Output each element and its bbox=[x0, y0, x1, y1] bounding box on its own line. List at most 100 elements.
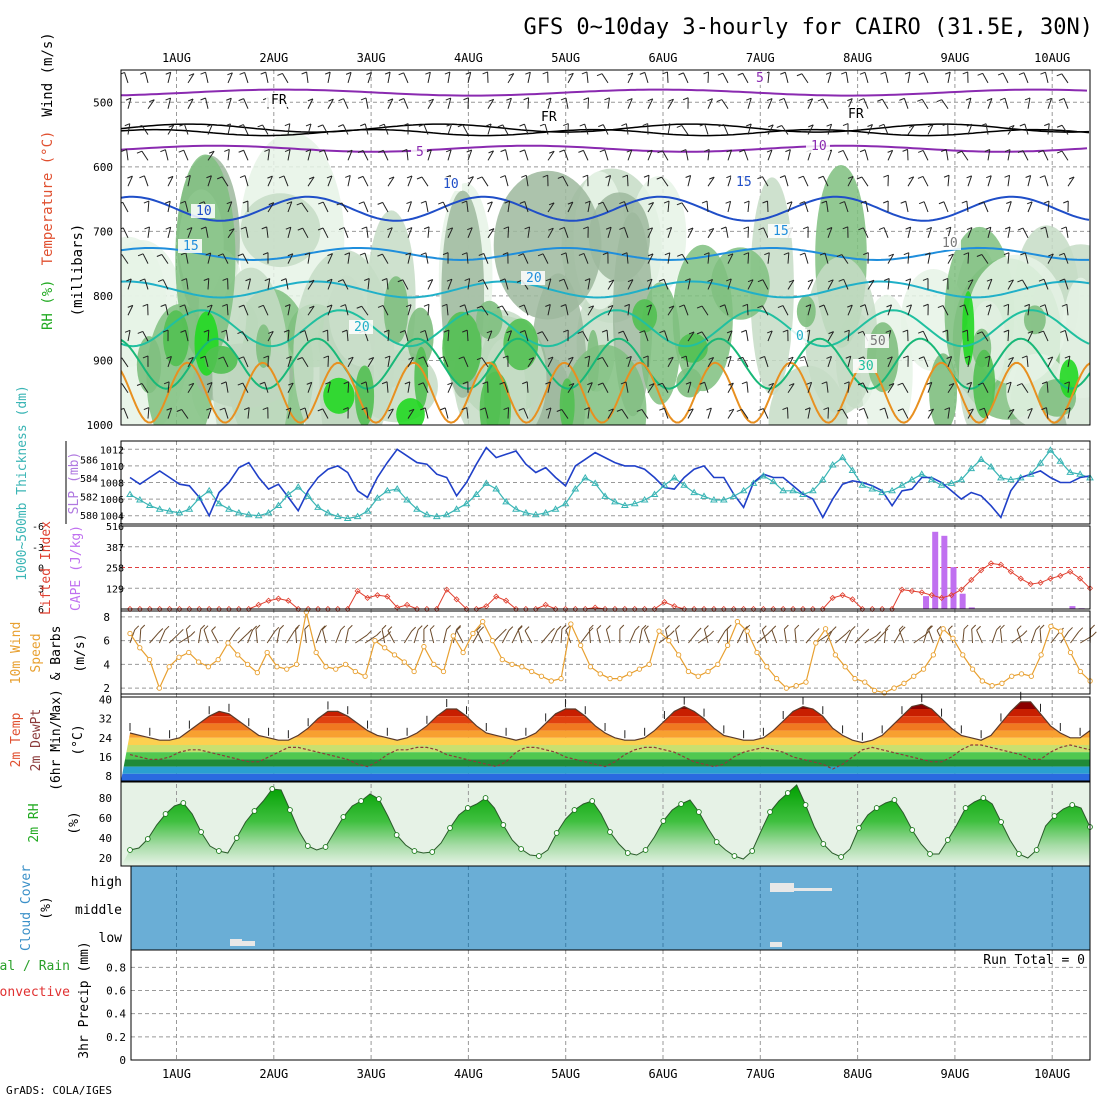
wind-barb-flag bbox=[227, 72, 233, 76]
wind-barb bbox=[547, 150, 555, 161]
wind-speed-marker bbox=[411, 668, 417, 675]
wind-barb bbox=[1016, 629, 1022, 644]
wind-barb-flag bbox=[338, 227, 345, 230]
wind-barb-flag bbox=[883, 174, 889, 178]
wind-barb bbox=[667, 227, 673, 238]
wind-barb bbox=[447, 382, 453, 393]
wind-barb bbox=[524, 630, 533, 644]
wind-barb-flag bbox=[928, 408, 934, 412]
wind-barb-flag bbox=[406, 227, 413, 230]
wind-barb bbox=[627, 149, 633, 161]
wind-barb bbox=[322, 201, 329, 213]
wind-barb bbox=[643, 330, 649, 342]
wind-barb-flag bbox=[1047, 356, 1053, 360]
wind-speed-marker bbox=[734, 619, 741, 625]
rh-shading bbox=[136, 336, 162, 394]
rh-marker bbox=[607, 829, 613, 835]
wind-barb-flag bbox=[783, 624, 789, 630]
wind-barb-flag bbox=[244, 407, 250, 411]
wind-barb bbox=[144, 72, 149, 84]
wind-barb-flag bbox=[260, 71, 266, 75]
bottom-day-label: 9AUG bbox=[940, 1067, 969, 1081]
wind-barb bbox=[307, 279, 315, 290]
wind-barb bbox=[602, 382, 609, 393]
pressure-tick-label: 700 bbox=[93, 225, 113, 238]
lifted-index-marker bbox=[493, 593, 500, 600]
wind-barb bbox=[407, 227, 413, 238]
wind-barb bbox=[327, 381, 331, 393]
wind-barb bbox=[1007, 409, 1015, 419]
wind-barb bbox=[403, 630, 413, 644]
wind-barb bbox=[1039, 629, 1042, 644]
wind-barb-flag bbox=[967, 279, 974, 283]
wind-speed-marker bbox=[460, 649, 466, 656]
wind-barb-flag bbox=[482, 381, 488, 385]
wind-barb-flag bbox=[522, 381, 528, 385]
lifted-index-marker bbox=[978, 567, 985, 574]
wind-barb bbox=[683, 72, 689, 84]
wind-barb-flag bbox=[259, 381, 265, 385]
wind-barb bbox=[1047, 98, 1053, 109]
wind-barb-flag bbox=[545, 304, 551, 307]
wind-barb-flag bbox=[357, 175, 364, 179]
wind-barb-flag bbox=[703, 252, 710, 256]
wind-barb-flag bbox=[565, 625, 571, 631]
wind-barb bbox=[1067, 381, 1070, 393]
wind-barb bbox=[386, 381, 389, 393]
wind-barb bbox=[605, 629, 611, 644]
wind-speed-marker bbox=[235, 652, 241, 658]
wind-barb bbox=[707, 252, 710, 264]
wind-barb bbox=[362, 150, 369, 161]
wind-barb-flag bbox=[917, 175, 924, 179]
wind-barb-flag bbox=[252, 625, 258, 631]
wind-barb bbox=[404, 330, 409, 342]
bottom-day-label: 8AUG bbox=[843, 1067, 872, 1081]
wind-barb bbox=[827, 356, 832, 368]
wind-speed-marker bbox=[215, 656, 221, 663]
wind-barb bbox=[1011, 634, 1024, 644]
wind-barb bbox=[523, 408, 529, 419]
wind-barb-flag bbox=[379, 123, 385, 127]
wind-barb-flag bbox=[839, 201, 845, 205]
wind-barb bbox=[887, 253, 895, 264]
wind-barb-flag bbox=[1058, 252, 1065, 256]
temp-tick-label: 8 bbox=[105, 770, 112, 783]
wind-barb-flag bbox=[444, 71, 451, 75]
wind-barb bbox=[367, 72, 372, 84]
wind-barb-flag bbox=[284, 149, 291, 153]
wind-barb-flag bbox=[656, 176, 662, 180]
thickness-marker bbox=[1026, 470, 1035, 477]
rh-shading bbox=[442, 311, 482, 385]
wind-barb bbox=[1027, 330, 1034, 342]
wind-barb-flag bbox=[247, 628, 253, 634]
wind-barb bbox=[742, 73, 749, 84]
slp-tick-label: 1012 bbox=[100, 445, 124, 456]
wind-barb-flag bbox=[761, 625, 767, 631]
wind-barb-flag bbox=[646, 304, 652, 308]
wind-barb bbox=[727, 201, 732, 213]
wind-barb bbox=[1007, 252, 1010, 264]
wind-barb bbox=[447, 123, 453, 135]
wind-barb-flag bbox=[160, 149, 166, 153]
wind-barb bbox=[304, 629, 307, 644]
wind-barb bbox=[787, 383, 795, 394]
wind-barb-flag bbox=[962, 71, 968, 75]
temp-band bbox=[121, 737, 1090, 745]
contour-label-bg bbox=[751, 71, 767, 85]
wind-barb-flag bbox=[179, 123, 185, 127]
wind-barb bbox=[606, 330, 609, 342]
wind-speed-marker bbox=[587, 664, 594, 670]
wind-barb-flag bbox=[143, 200, 150, 204]
wind-barb-flag bbox=[506, 97, 512, 101]
wind-barb bbox=[121, 254, 129, 264]
wind-barb bbox=[967, 382, 973, 393]
wind-barb-flag bbox=[858, 227, 864, 231]
wind-barb bbox=[747, 252, 750, 264]
wind-barb-flag bbox=[1005, 381, 1012, 385]
wind-barb-flag bbox=[347, 624, 353, 630]
wind-barb-flag bbox=[360, 97, 367, 101]
wind-barb-flag bbox=[699, 381, 705, 385]
wind-barb bbox=[727, 175, 732, 187]
wind-barb-flag bbox=[136, 124, 143, 128]
wind-barb bbox=[541, 331, 549, 342]
